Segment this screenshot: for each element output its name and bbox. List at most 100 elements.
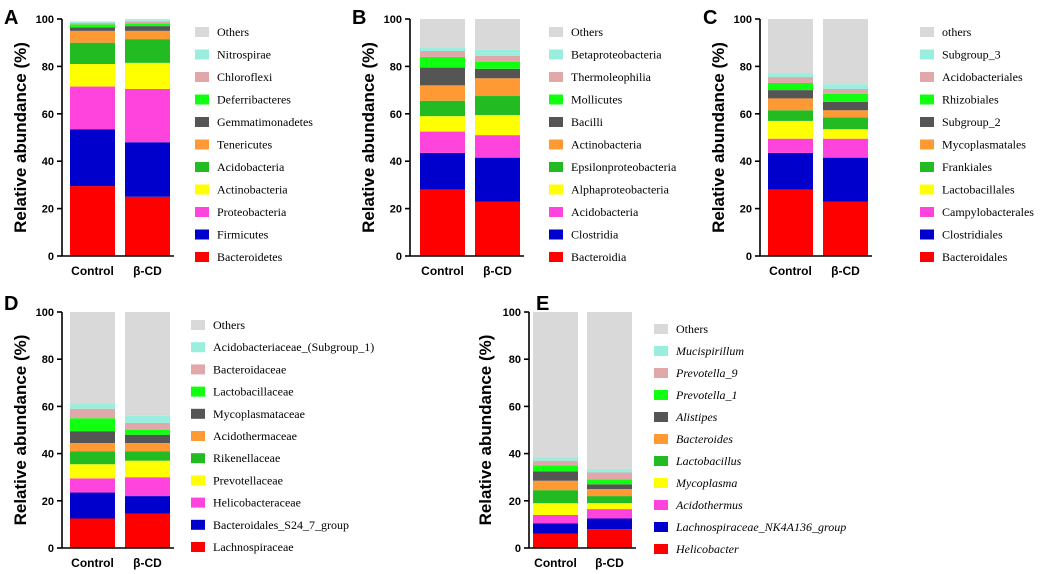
bar-segment [125,513,170,548]
x-tick-label: Control [421,264,464,278]
bar-segment [823,138,868,158]
legend-label: Others [213,318,245,332]
legend-label: Actinobacteria [217,183,288,197]
y-tick-label: 0 [746,251,752,263]
legend-label: Clostridiales [942,228,1003,242]
bar-segment [768,77,813,83]
y-tick-label: 60 [42,401,54,413]
legend-swatch [549,49,563,60]
bar-segment [587,518,632,530]
bar-segment [475,96,520,115]
legend-swatch [195,162,209,172]
legend-swatch [191,497,205,508]
bar-segment [125,88,170,143]
legend-swatch [195,94,209,105]
legend-swatch [654,522,668,532]
bar-segment [125,20,170,22]
bar-segment [125,451,170,461]
bar-segment [533,460,578,466]
legend-label: Nitrospirae [217,48,271,62]
legend-label: Lachnospiraceae [213,540,294,554]
bar-segment [70,22,115,24]
legend-label: Acidobacteria [217,160,285,174]
legend-swatch [195,229,209,240]
y-tick-label: 0 [48,251,54,263]
bar-segment [768,82,813,91]
legend-label: Lactobacillaceae [213,385,294,399]
y-tick-label: 80 [390,61,402,73]
y-tick-label: 100 [36,14,54,26]
x-tick-label: Control [534,556,577,570]
legend-swatch [920,184,934,195]
bar-segment [70,492,115,519]
bar-segment [125,434,170,443]
bar-segment [70,129,115,187]
y-tick-label: 80 [509,354,521,366]
bar-segment [533,533,578,548]
legend-swatch [549,162,563,172]
bar-segment [125,62,170,89]
legend-label: Bacteroidaceae [213,362,286,376]
bar-segment [125,39,170,63]
bar-segment [533,490,578,504]
legend-label: Acidobacteria [571,205,639,219]
bar-segment [70,408,115,419]
bar-segment [768,138,813,153]
y-axis-label: Relative abundance (%) [476,335,495,526]
chart-panel-b: B Relative abundance (%) Control β-CD 0 20 40 6… [352,7,677,278]
legend-swatch [191,408,205,419]
legend-swatch [654,478,668,488]
legend-label: Acidothermus [675,498,743,512]
bar-segment [768,110,813,121]
legend-swatch [549,184,563,195]
legend-swatch [654,544,668,554]
bar-segment [823,88,868,94]
y-tick-label: 40 [42,449,54,461]
legend-label: Chloroflexi [217,70,273,84]
y-tick-label: 40 [42,156,54,168]
legend-label: others [942,25,972,39]
legend-label: Subgroup_2 [942,115,1001,129]
legend-swatch [654,456,668,466]
bar-segment [70,312,115,405]
legend-label: Others [217,25,249,39]
legend-swatch [654,390,668,400]
legend-swatch [195,49,209,60]
legend-label: Rikenellaceae [213,451,280,465]
legend-label: Mollicutes [571,93,623,107]
bar-segment [125,496,170,514]
bar-segment [125,442,170,452]
y-axis-label: Relative abundance (%) [11,42,30,233]
legend-swatch [549,72,563,82]
bar-segment [70,442,115,452]
legend: Others Betaproteobacteria Thermoleophilia M… [549,25,677,264]
bar-segment [823,129,868,139]
chart-panel-e: E Relative abundance (%) Control β-CD 0 20 40 6… [476,293,846,570]
legend-label: Acidothermaceae [213,429,297,443]
legend-swatch [920,207,934,217]
legend-label: Thermoleophilia [571,70,652,84]
y-tick-label: 80 [42,61,54,73]
y-axis-label: Relative abundance (%) [709,42,728,233]
legend-swatch [195,117,209,127]
bar-segment [420,116,465,132]
legend-swatch [549,27,563,37]
bar-segment [533,503,578,515]
bar-segment [125,142,170,197]
bar-segment [70,451,115,465]
legend-label: Mycoplasmatales [942,138,1026,152]
legend-swatch [920,94,934,105]
legend-label: Campylobacterales [942,205,1034,219]
legend-swatch [191,475,205,486]
legend-swatch [191,364,205,375]
legend-swatch [195,184,209,195]
bar-segment [533,471,578,481]
legend-swatch [920,72,934,82]
bar-segment [475,61,520,69]
bar-segment [70,431,115,443]
legend-label: Firmicutes [217,228,269,242]
bar-segment [533,523,578,534]
y-tick-label: 60 [740,109,752,121]
legend-swatch [191,431,205,441]
bar-segment [125,19,170,21]
